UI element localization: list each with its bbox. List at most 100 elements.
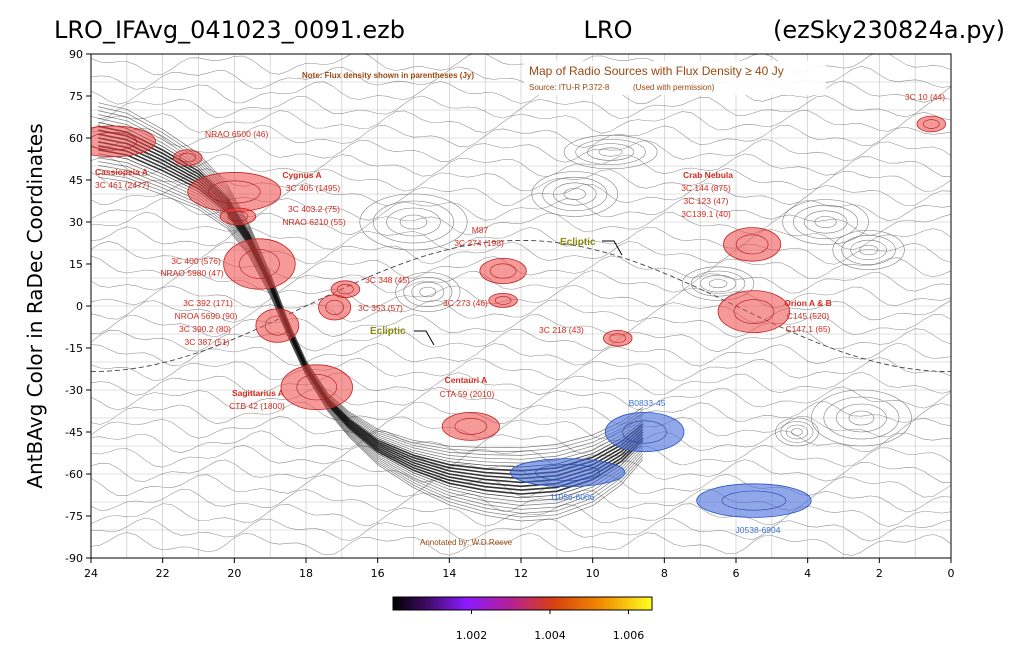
source-ellipse xyxy=(223,238,296,290)
map-contour-loop xyxy=(836,403,887,433)
map-header: Map of Radio Sources with Flux Density ≥… xyxy=(302,61,826,547)
radio-source-marker xyxy=(219,207,257,226)
radio-source-marker xyxy=(223,238,296,290)
map-contour-loop xyxy=(563,188,586,200)
map-contour-line xyxy=(91,314,951,338)
x-axis: 24 22 20 18 16 14 12 10 8 6 4 2 0 xyxy=(84,558,955,580)
source-label: NRAO 5980 (47) xyxy=(160,268,223,278)
source-ellipse xyxy=(717,290,791,334)
y-tick-label: -30 xyxy=(65,384,83,397)
y-tick-label: -90 xyxy=(65,552,83,565)
radio-source-marker-southern xyxy=(604,411,685,452)
source-label: 3C 10 (44) xyxy=(905,92,945,102)
map-labels: Cassiopeia A 3C 461 (2477) NRAO 6500 (46) C… xyxy=(95,92,945,535)
source-ellipse xyxy=(187,172,282,213)
source-ellipse xyxy=(479,257,527,284)
map-contour-line xyxy=(91,80,951,105)
colorbar-tick-label: 1.002 xyxy=(456,629,488,642)
source-label: CTB 42 (1800) xyxy=(229,401,285,411)
map-contour-loop xyxy=(399,214,428,230)
map-contour-line xyxy=(91,430,951,454)
source-label: 3C 274 (198) xyxy=(454,238,504,248)
source-ellipse xyxy=(488,292,518,308)
map-contour-line xyxy=(91,386,951,411)
x-tick-label: 16 xyxy=(371,567,385,580)
source-label: 3C 348 (45) xyxy=(365,275,410,285)
y-tick-label: 45 xyxy=(69,174,83,187)
source-label: 3C139.1 (40) xyxy=(681,209,731,219)
source-ellipse-inner xyxy=(622,420,667,444)
map-contour-loop xyxy=(411,281,445,303)
source-ellipse-inner xyxy=(735,234,769,255)
x-tick-label: 18 xyxy=(299,567,313,580)
x-tick-label: 12 xyxy=(514,567,528,580)
background-map: Cassiopeia A 3C 461 (2477) NRAO 6500 (46) C… xyxy=(91,54,951,558)
map-source-note: (Used with permission) xyxy=(633,83,715,92)
source-label: 3C 390.2 (80) xyxy=(179,324,231,334)
map-contour-loop xyxy=(811,389,912,447)
source-label: C145 (520) xyxy=(787,311,830,321)
map-contour-line xyxy=(91,110,951,134)
map-contour-loop xyxy=(841,235,896,265)
source-label: 3C 273 (46) xyxy=(443,298,488,308)
map-contour-loop xyxy=(419,286,437,298)
map-contour-loop xyxy=(850,239,887,261)
map-contour-loop xyxy=(803,210,848,234)
map-contour-line xyxy=(91,371,951,396)
x-tick-label: 2 xyxy=(876,567,883,580)
source-label: 3C 387 (51) xyxy=(185,337,230,347)
source-ellipse xyxy=(255,308,300,343)
radio-source-marker xyxy=(916,115,947,133)
source-ellipse xyxy=(330,280,361,299)
source-label: 3C 353 (57) xyxy=(358,303,403,313)
x-tick-label: 4 xyxy=(804,567,811,580)
source-label: 3C 405 (1495) xyxy=(286,183,341,193)
source-ellipse xyxy=(280,364,353,411)
map-contour-loop xyxy=(814,216,837,228)
plot-area: Cassiopeia A 3C 461 (2477) NRAO 6500 (46) C… xyxy=(65,48,954,580)
map-contour-line xyxy=(91,401,951,425)
y-tick-label: -60 xyxy=(65,468,83,481)
source-label: Cassiopeia A xyxy=(95,167,148,177)
radio-source-marker xyxy=(603,329,633,347)
map-contour-loop xyxy=(403,277,453,307)
radio-source-marker xyxy=(330,280,361,299)
source-ellipse xyxy=(509,458,626,488)
map-contour-loop xyxy=(531,171,618,217)
map-contour-loop xyxy=(395,272,461,312)
y-tick-label: -15 xyxy=(65,342,83,355)
map-contour-line xyxy=(91,444,951,469)
source-ellipse xyxy=(441,411,500,441)
source-ellipse xyxy=(696,483,812,518)
source-label: 3C 123 (47) xyxy=(684,196,729,206)
source-ellipse-inner xyxy=(922,119,940,129)
map-contour-loop xyxy=(563,134,658,170)
map-contour-line xyxy=(91,415,951,440)
source-ellipse-inner xyxy=(325,299,344,315)
source-ellipse-inner xyxy=(227,211,249,222)
source-label: CTA 59 (2010) xyxy=(440,389,495,399)
map-contour-line xyxy=(91,342,951,367)
source-label: C147.1 (65) xyxy=(786,324,831,334)
colorbar-gradient xyxy=(392,596,653,611)
radio-source-marker xyxy=(488,292,518,308)
map-contour-loop xyxy=(782,199,869,245)
x-tick-label: 20 xyxy=(227,567,241,580)
map-contour-loop xyxy=(823,396,900,440)
y-tick-label: 60 xyxy=(69,132,83,145)
source-label: 3C 400 (576) xyxy=(171,256,221,266)
x-tick-label: 24 xyxy=(84,567,98,580)
source-label: Sagittarius A xyxy=(232,388,284,398)
source-ellipse xyxy=(603,329,633,347)
radio-source-marker xyxy=(255,308,300,343)
ecliptic-label: Ecliptic xyxy=(370,326,406,337)
source-label: NROA 5690 (90) xyxy=(175,311,238,321)
map-contour-line xyxy=(91,357,951,381)
map-contour-loop xyxy=(575,139,646,165)
y-tick-label: -75 xyxy=(65,510,83,523)
source-label: 3C 392 (171) xyxy=(183,298,233,308)
x-tick-label: 10 xyxy=(586,567,600,580)
source-ellipse-inner xyxy=(239,249,280,279)
source-label: Crab Nebula xyxy=(683,170,733,180)
milky-way-contour xyxy=(98,176,644,522)
